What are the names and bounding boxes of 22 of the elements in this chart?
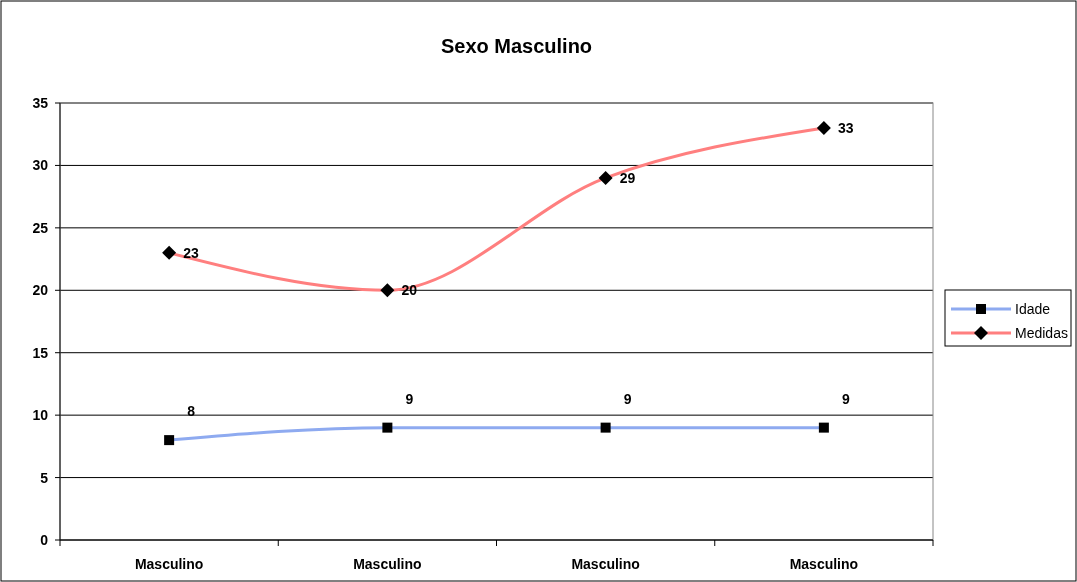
y-tick-label: 0 — [40, 532, 49, 548]
x-tick-label: Masculino — [789, 556, 859, 572]
data-label: 29 — [619, 169, 636, 186]
data-label: 9 — [841, 390, 850, 407]
x-tick-label: Masculino — [134, 556, 204, 572]
y-tick-label: 30 — [32, 157, 49, 174]
y-tick-label: 15 — [32, 344, 49, 361]
chart-title: Sexo Masculino — [440, 35, 593, 57]
y-tick-label: 10 — [32, 407, 49, 424]
data-label: 33 — [837, 119, 854, 136]
x-tick-label: Masculino — [353, 556, 422, 572]
legend-label: Idade — [1015, 301, 1051, 317]
legend-label: Medidas — [1015, 325, 1068, 341]
y-tick-label: 5 — [40, 469, 49, 486]
data-label: 23 — [183, 244, 199, 261]
y-tick-label: 35 — [32, 95, 49, 111]
x-tick-label: Masculino — [571, 556, 640, 572]
data-label: 9 — [623, 390, 632, 407]
data-label: 8 — [187, 403, 196, 420]
y-tick-label: 25 — [32, 219, 49, 236]
data-label: 9 — [405, 390, 414, 407]
y-tick-label: 20 — [32, 282, 49, 299]
